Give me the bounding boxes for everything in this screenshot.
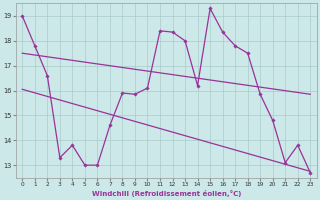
X-axis label: Windchill (Refroidissement éolien,°C): Windchill (Refroidissement éolien,°C) (92, 190, 241, 197)
